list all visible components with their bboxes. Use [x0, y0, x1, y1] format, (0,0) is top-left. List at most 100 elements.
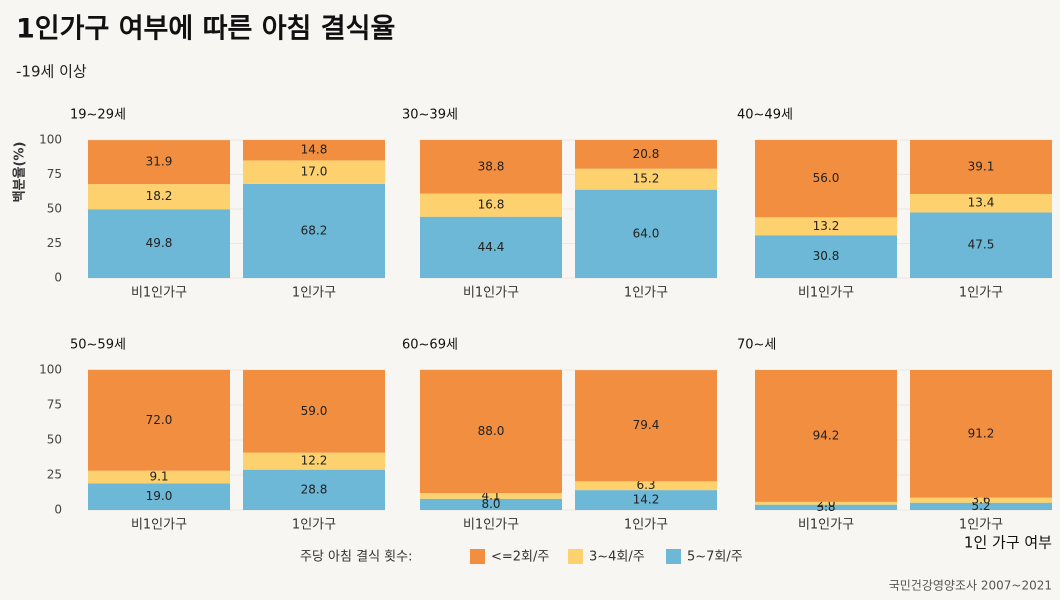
data-label: 39.1 — [968, 159, 995, 173]
bar-segment — [575, 490, 717, 510]
legend-label: 3~4회/주 — [589, 550, 645, 565]
data-label: 64.0 — [633, 226, 660, 240]
data-label: 94.2 — [813, 428, 840, 442]
bar-segment — [755, 140, 897, 218]
data-label: 19.0 — [146, 489, 173, 503]
bar-segment — [910, 140, 1052, 194]
x-tick-label: 비1인가구 — [463, 286, 519, 301]
data-label: 91.2 — [968, 426, 995, 440]
data-label: 18.2 — [146, 189, 173, 203]
data-label: 16.8 — [478, 198, 505, 212]
data-label: 15.2 — [633, 172, 660, 186]
x-tick-label: 비1인가구 — [798, 286, 854, 301]
bar-segment — [910, 370, 1052, 498]
legend-swatch — [666, 549, 681, 564]
y-tick-label: 0 — [54, 503, 62, 517]
y-tick-label: 25 — [47, 468, 62, 482]
legend-swatch — [470, 549, 485, 564]
x-tick-label: 비1인가구 — [463, 518, 519, 533]
bar-segment — [88, 483, 230, 510]
y-tick-label: 100 — [39, 363, 62, 377]
data-label: 47.5 — [968, 238, 995, 252]
data-label: 17.0 — [301, 165, 328, 179]
x-axis-label: 1인 가구 여부 — [964, 534, 1052, 552]
data-label: 8.0 — [481, 497, 500, 511]
x-tick-label: 비1인가구 — [798, 518, 854, 533]
bar-segment — [575, 168, 717, 190]
x-tick-label: 1인가구 — [959, 286, 1003, 301]
bar-segment — [243, 452, 385, 470]
y-axis-label: 백분율(%) — [12, 142, 28, 203]
x-tick-label: 1인가구 — [292, 518, 336, 533]
bar-segment — [88, 470, 230, 484]
bar-segment — [755, 504, 897, 510]
data-label: 31.9 — [146, 155, 173, 169]
data-label: 12.2 — [301, 454, 328, 468]
data-label: 30.8 — [813, 249, 840, 263]
bar-segment — [420, 493, 562, 499]
data-label: 14.2 — [633, 493, 660, 507]
panel-title: 70~세 — [737, 338, 776, 353]
legend-label: 5~7회/주 — [687, 550, 743, 565]
bar-segment — [755, 370, 897, 502]
data-label: 56.0 — [813, 171, 840, 185]
data-label: 9.1 — [149, 470, 168, 484]
bar-segment — [910, 497, 1052, 503]
data-label: 88.0 — [478, 424, 505, 438]
bar-segment — [420, 498, 562, 510]
bar-segment — [755, 235, 897, 278]
data-label: 59.0 — [301, 404, 328, 418]
data-label: 72.0 — [146, 413, 173, 427]
bar-segment — [910, 193, 1052, 213]
bar-segment — [88, 184, 230, 210]
x-tick-label: 1인가구 — [959, 518, 1003, 533]
panel-title: 30~39세 — [402, 108, 458, 123]
bar-segment — [755, 501, 897, 505]
panel-title: 60~69세 — [402, 338, 458, 353]
bar-segment — [88, 140, 230, 185]
bar-segment — [575, 140, 717, 169]
data-label: 20.8 — [633, 147, 660, 161]
bar-segment — [420, 140, 562, 194]
bar-segment — [575, 481, 717, 491]
bar-segment — [243, 140, 385, 161]
x-tick-label: 1인가구 — [624, 286, 668, 301]
x-tick-label: 비1인가구 — [131, 518, 187, 533]
bar-segment — [420, 369, 562, 494]
x-tick-label: 1인가구 — [624, 518, 668, 533]
legend-title: 주당 아침 결식 횟수: — [300, 550, 412, 565]
bar-segment — [910, 212, 1052, 278]
x-tick-label: 1인가구 — [292, 286, 336, 301]
data-label: 13.4 — [968, 196, 995, 210]
legend-label: <=2회/주 — [491, 550, 549, 565]
bar-segment — [88, 209, 230, 278]
subtitle: -19세 이상 — [16, 63, 87, 81]
y-tick-label: 75 — [47, 398, 62, 412]
caption: 국민건강영양조사 2007~2021 — [889, 579, 1052, 593]
bar-segment — [88, 369, 230, 471]
data-label: 49.8 — [146, 236, 173, 250]
data-label: 6.3 — [636, 478, 655, 492]
bar-segment — [575, 189, 717, 278]
bar-segment — [243, 370, 385, 453]
panel-title: 19~29세 — [70, 108, 126, 123]
y-tick-label: 75 — [47, 167, 62, 181]
data-label: 68.2 — [301, 223, 328, 237]
bar-segment — [243, 160, 385, 184]
data-label: 79.4 — [633, 418, 660, 432]
y-tick-label: 0 — [54, 271, 62, 285]
data-label: 14.8 — [301, 143, 328, 157]
bar-segment — [755, 217, 897, 236]
legend-swatch — [568, 549, 583, 564]
data-label: 13.2 — [813, 219, 840, 233]
y-tick-label: 100 — [39, 133, 62, 147]
data-label: 38.8 — [478, 159, 505, 173]
bar-segment — [420, 216, 562, 278]
y-tick-label: 50 — [47, 433, 62, 447]
bar-segment — [243, 469, 385, 510]
panel-title: 40~49세 — [737, 108, 793, 123]
data-label: 28.8 — [301, 482, 328, 496]
bar-segment — [575, 370, 717, 482]
y-tick-label: 50 — [47, 202, 62, 216]
